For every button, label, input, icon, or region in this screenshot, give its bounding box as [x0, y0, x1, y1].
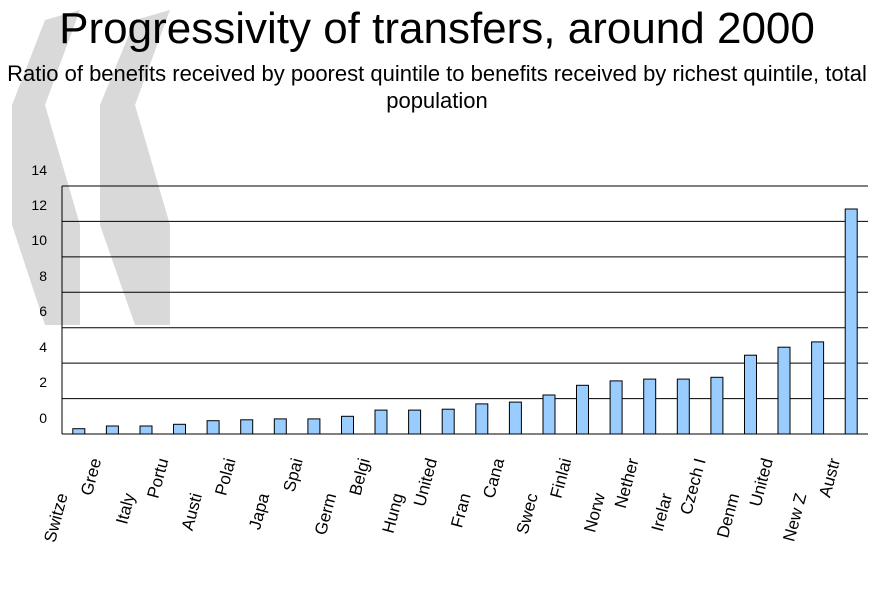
- x-tick-label: Switze: [40, 491, 71, 544]
- y-tick-label: 10: [31, 232, 47, 248]
- y-tick-label: 8: [39, 268, 47, 284]
- bar: [844, 208, 858, 435]
- x-tick-label: Fran: [447, 491, 474, 530]
- y-tick-label: 14: [31, 162, 47, 178]
- x-tick-label: Czech I: [676, 456, 709, 517]
- chart-title: Progressivity of transfers, around 2000: [59, 4, 815, 53]
- x-tick-label: Gree: [77, 456, 105, 497]
- y-tick-label: 0: [39, 410, 47, 426]
- y-tick-label: 12: [31, 197, 47, 213]
- x-tick-label: Denm: [713, 491, 743, 540]
- bar: [240, 419, 254, 435]
- bar: [676, 378, 690, 435]
- x-tick-label: Germ: [311, 491, 340, 537]
- bar: [744, 354, 757, 435]
- x-tick-label: Nether: [611, 456, 643, 511]
- bar: [609, 380, 623, 435]
- bar: [710, 376, 724, 435]
- bar: [643, 378, 657, 435]
- bar: [508, 401, 522, 435]
- bar: [576, 384, 589, 435]
- x-tick-label: Polai: [211, 456, 239, 497]
- bar: [72, 428, 86, 435]
- x-tick-label: Japa: [245, 491, 273, 532]
- bar: [475, 403, 489, 435]
- bar: [408, 409, 422, 435]
- x-tick-label: Finlai: [547, 456, 576, 500]
- x-tick-label: Spai: [280, 456, 307, 494]
- y-tick-label: 6: [39, 303, 47, 319]
- bar: [173, 423, 186, 435]
- bar: [273, 418, 287, 435]
- bar: [374, 409, 388, 435]
- x-tick-label: Hung: [379, 491, 408, 535]
- watermark-right-chevron: [100, 10, 170, 325]
- bar: [811, 341, 825, 435]
- bar: [206, 420, 220, 435]
- x-tick-label: Austi: [178, 491, 206, 532]
- x-tick-label: New Z: [779, 491, 810, 543]
- bar: [341, 415, 354, 435]
- x-tick-label: Irelar: [648, 491, 676, 534]
- watermark-left-chevron: [12, 10, 80, 325]
- x-tick-label: United: [410, 456, 441, 508]
- x-tick-label: Norw: [580, 490, 609, 534]
- y-tick-label: 4: [39, 339, 47, 355]
- x-tick-label: Austr: [815, 456, 844, 500]
- x-tick-label: Belgi: [346, 456, 374, 497]
- x-tick-label: Swec: [513, 491, 542, 537]
- chart-subtitle: Ratio of benefits received by poorest qu…: [7, 61, 867, 113]
- x-tick-label: Portu: [144, 456, 173, 500]
- bar: [105, 425, 119, 435]
- y-tick-label: 2: [39, 374, 47, 390]
- bar: [441, 408, 455, 435]
- x-tick-label: United: [746, 456, 777, 508]
- bar: [307, 418, 321, 435]
- bar: [777, 346, 791, 435]
- x-tick-label: Cana: [479, 456, 508, 501]
- bar: [542, 394, 556, 435]
- x-tick-label: Italy: [112, 491, 139, 527]
- bar: [139, 425, 153, 435]
